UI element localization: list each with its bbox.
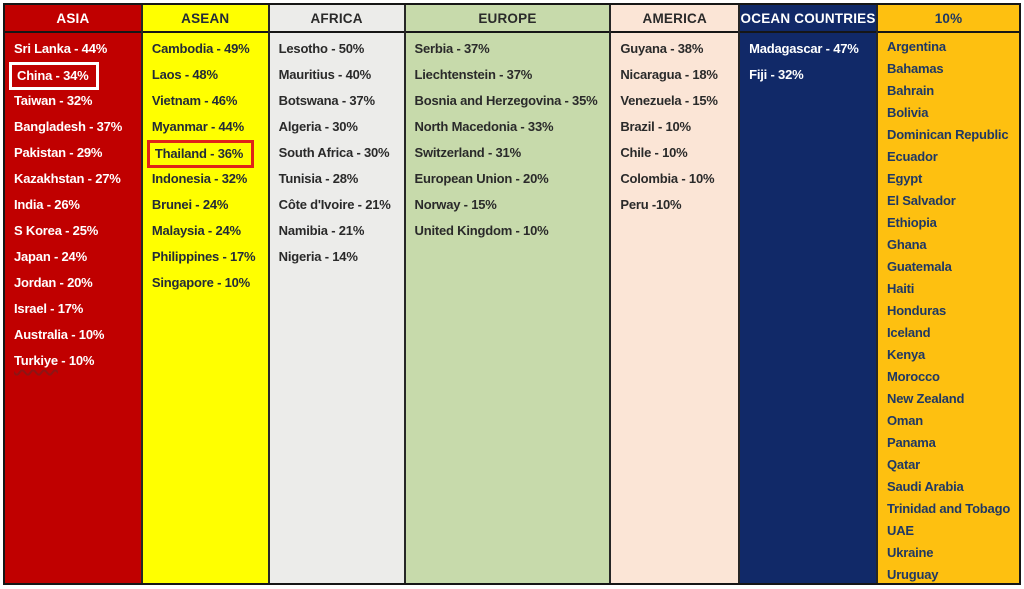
country-item: Bolivia bbox=[887, 105, 929, 120]
country-list: Serbia - 37% Liechtenstein - 37% Bosnia an… bbox=[406, 33, 610, 583]
country-item: Egypt bbox=[887, 171, 923, 186]
column-america: AMERICA Guyana - 38% Nicaragua - 18% Venez… bbox=[611, 5, 741, 583]
column-europe: EUROPE Serbia - 37% Liechtenstein - 37% Bo… bbox=[405, 5, 612, 583]
country-list: Guyana - 38% Nicaragua - 18% Venezuela - 1… bbox=[611, 33, 738, 583]
country-item: Mauritius - 40% bbox=[278, 67, 372, 82]
country-list: Sri Lanka - 44% China - 34% Taiwan - 32% Ba… bbox=[5, 33, 141, 583]
country-item: Cambodia - 49% bbox=[151, 41, 250, 56]
country-item: Uruguay bbox=[887, 567, 939, 582]
country-item: S Korea - 25% bbox=[14, 223, 99, 238]
country-item: Botswana - 37% bbox=[278, 93, 375, 108]
country-item: Qatar bbox=[887, 457, 920, 472]
country-item: Lesotho - 50% bbox=[278, 41, 365, 56]
country-list: Madagascar - 47% Fiji - 32% bbox=[740, 33, 876, 583]
country-item: Jordan - 20% bbox=[14, 275, 93, 290]
country-item: Trinidad and Tobago bbox=[887, 501, 1011, 516]
country-item: South Africa - 30% bbox=[278, 145, 390, 160]
country-item: Argentina bbox=[887, 39, 946, 54]
country-item: Sri Lanka - 44% bbox=[14, 41, 108, 56]
country-item: Norway - 15% bbox=[414, 197, 497, 212]
country-item: Côte d'Ivoire - 21% bbox=[278, 197, 391, 212]
country-item: New Zealand bbox=[887, 391, 965, 406]
country-list: Cambodia - 49% Laos - 48% Vietnam - 46% Mya… bbox=[143, 33, 268, 583]
country-item: Ukraine bbox=[887, 545, 934, 560]
column-header-asia: ASIA bbox=[5, 5, 141, 33]
country-item: North Macedonia - 33% bbox=[414, 119, 554, 134]
spellcheck-squiggle-text: Turkiye bbox=[14, 353, 58, 368]
country-item: Madagascar - 47% bbox=[749, 41, 859, 56]
column-header-america: AMERICA bbox=[611, 5, 739, 33]
column-asean: ASEAN Cambodia - 49% Laos - 48% Vietnam - … bbox=[142, 5, 270, 583]
country-item: China - 34% bbox=[9, 62, 139, 90]
country-item: Kazakhstan - 27% bbox=[14, 171, 121, 186]
column-header-ocean: OCEAN COUNTRIES bbox=[740, 5, 876, 33]
country-item: India - 26% bbox=[14, 197, 80, 212]
column-africa: AFRICA Lesotho - 50% Mauritius - 40% Botsw… bbox=[269, 5, 406, 583]
country-item: Guatemala bbox=[887, 259, 952, 274]
country-item: Chile - 10% bbox=[620, 145, 688, 160]
country-item: El Salvador bbox=[887, 193, 956, 208]
country-item: Indonesia - 32% bbox=[151, 171, 248, 186]
country-item: Nigeria - 14% bbox=[278, 249, 358, 264]
country-item: Philippines - 17% bbox=[151, 249, 256, 264]
tariff-table: ASIA Sri Lanka - 44% China - 34% Taiwan - … bbox=[3, 3, 1021, 585]
country-item: Peru -10% bbox=[620, 197, 682, 212]
country-item: Taiwan - 32% bbox=[14, 93, 93, 108]
country-list: Argentina Bahamas Bahrain Bolivia Dominican … bbox=[878, 33, 1019, 583]
country-list: Lesotho - 50% Mauritius - 40% Botswana - 3… bbox=[270, 33, 404, 583]
country-item: Vietnam - 46% bbox=[151, 93, 238, 108]
country-item: Saudi Arabia bbox=[887, 479, 964, 494]
country-item: Oman bbox=[887, 413, 924, 428]
country-item: Turkiye - 10% bbox=[14, 353, 95, 368]
column-header-asean: ASEAN bbox=[142, 5, 268, 33]
country-item: Laos - 48% bbox=[151, 67, 218, 82]
column-asia: ASIA Sri Lanka - 44% China - 34% Taiwan - … bbox=[5, 5, 143, 583]
country-item: Brazil - 10% bbox=[620, 119, 691, 134]
country-item: Ghana bbox=[887, 237, 927, 252]
column-header-africa: AFRICA bbox=[269, 5, 404, 33]
country-item: Israel - 17% bbox=[14, 301, 84, 316]
country-item: Japan - 24% bbox=[14, 249, 87, 264]
country-item: Serbia - 37% bbox=[414, 41, 490, 56]
country-item: Bahamas bbox=[887, 61, 944, 76]
country-item: Myanmar - 44% bbox=[151, 119, 244, 134]
country-item: Dominican Republic bbox=[887, 127, 1009, 142]
country-item: Bangladesh - 37% bbox=[14, 119, 123, 134]
country-item: Australia - 10% bbox=[14, 327, 105, 342]
country-item: Bosnia and Herzegovina - 35% bbox=[414, 93, 598, 108]
country-item: Malaysia - 24% bbox=[151, 223, 241, 238]
country-item: Morocco bbox=[887, 369, 940, 384]
country-item: Ecuador bbox=[887, 149, 938, 164]
country-item: Switzerland - 31% bbox=[414, 145, 522, 160]
country-item: Panama bbox=[887, 435, 936, 450]
country-item: Colombia - 10% bbox=[620, 171, 715, 186]
country-item: Bahrain bbox=[887, 83, 935, 98]
country-item: Tunisia - 28% bbox=[278, 171, 359, 186]
country-item: Liechtenstein - 37% bbox=[414, 67, 533, 82]
country-item: Pakistan - 29% bbox=[14, 145, 103, 160]
country-item: Fiji - 32% bbox=[749, 67, 804, 82]
country-item: Guyana - 38% bbox=[620, 41, 704, 56]
country-item: Thailand - 36% bbox=[146, 140, 266, 168]
column-ocean: OCEAN COUNTRIES Madagascar - 47% Fiji - 3… bbox=[740, 5, 878, 583]
country-item: Namibia - 21% bbox=[278, 223, 365, 238]
column-header-ten: 10% bbox=[878, 5, 1019, 33]
country-item: Kenya bbox=[887, 347, 926, 362]
column-ten: 10% Argentina Bahamas Bahrain Bolivia Domini… bbox=[878, 5, 1019, 583]
country-item: Singapore - 10% bbox=[151, 275, 251, 290]
country-item: European Union - 20% bbox=[414, 171, 549, 186]
highlight-box: Thailand - 36% bbox=[146, 140, 255, 168]
country-item: Iceland bbox=[887, 325, 931, 340]
country-item: Venezuela - 15% bbox=[620, 93, 718, 108]
country-item: UAE bbox=[887, 523, 914, 538]
country-item: Honduras bbox=[887, 303, 947, 318]
country-item: Algeria - 30% bbox=[278, 119, 358, 134]
country-item: Nicaragua - 18% bbox=[620, 67, 718, 82]
country-item: Ethiopia bbox=[887, 215, 937, 230]
country-item: United Kingdom - 10% bbox=[414, 223, 549, 238]
column-header-europe: EUROPE bbox=[405, 5, 610, 33]
country-item: Haiti bbox=[887, 281, 915, 296]
highlight-box: China - 34% bbox=[9, 62, 100, 90]
country-item: Brunei - 24% bbox=[151, 197, 229, 212]
